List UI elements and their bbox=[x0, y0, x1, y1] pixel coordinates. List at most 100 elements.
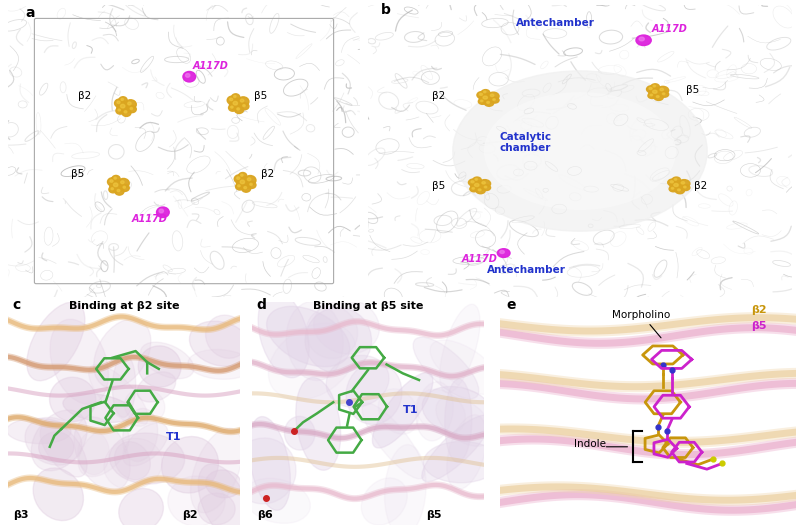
Circle shape bbox=[669, 186, 678, 192]
Text: e: e bbox=[506, 298, 515, 312]
Text: β2: β2 bbox=[694, 181, 708, 191]
Circle shape bbox=[484, 100, 494, 107]
Circle shape bbox=[238, 97, 249, 107]
Circle shape bbox=[681, 182, 685, 184]
Ellipse shape bbox=[25, 418, 82, 465]
Circle shape bbox=[470, 181, 486, 191]
Text: T1: T1 bbox=[166, 432, 182, 442]
Circle shape bbox=[482, 185, 490, 190]
Circle shape bbox=[672, 177, 681, 183]
Circle shape bbox=[639, 37, 644, 41]
Ellipse shape bbox=[114, 441, 150, 480]
Ellipse shape bbox=[416, 389, 466, 435]
Ellipse shape bbox=[206, 315, 248, 358]
Ellipse shape bbox=[31, 410, 87, 471]
Ellipse shape bbox=[74, 417, 130, 491]
Text: β3: β3 bbox=[13, 510, 28, 520]
Ellipse shape bbox=[423, 441, 499, 483]
Circle shape bbox=[240, 99, 244, 102]
Ellipse shape bbox=[162, 437, 218, 493]
Circle shape bbox=[122, 109, 131, 117]
Circle shape bbox=[109, 186, 117, 193]
Circle shape bbox=[231, 94, 240, 101]
Circle shape bbox=[668, 179, 678, 186]
Circle shape bbox=[657, 86, 669, 94]
Circle shape bbox=[114, 177, 116, 179]
Circle shape bbox=[656, 95, 659, 98]
Ellipse shape bbox=[125, 388, 165, 424]
Circle shape bbox=[114, 183, 118, 187]
Text: A117D: A117D bbox=[131, 215, 167, 225]
Circle shape bbox=[479, 93, 494, 104]
Text: a: a bbox=[26, 6, 35, 20]
Circle shape bbox=[651, 84, 659, 90]
Ellipse shape bbox=[268, 323, 356, 400]
Ellipse shape bbox=[104, 438, 162, 490]
Circle shape bbox=[649, 87, 664, 98]
Ellipse shape bbox=[27, 302, 85, 381]
Text: β5: β5 bbox=[432, 181, 445, 191]
Text: β5: β5 bbox=[71, 169, 85, 179]
Circle shape bbox=[675, 187, 685, 194]
Ellipse shape bbox=[422, 415, 491, 482]
Circle shape bbox=[479, 93, 482, 95]
Circle shape bbox=[237, 177, 240, 179]
Circle shape bbox=[240, 180, 245, 184]
Circle shape bbox=[674, 179, 677, 180]
Ellipse shape bbox=[445, 379, 472, 462]
Text: Catalytic
chamber: Catalytic chamber bbox=[499, 131, 551, 153]
Ellipse shape bbox=[138, 346, 181, 387]
Text: Binding at β2 site: Binding at β2 site bbox=[69, 301, 179, 311]
Ellipse shape bbox=[78, 425, 129, 476]
Circle shape bbox=[234, 175, 244, 183]
Circle shape bbox=[234, 95, 236, 98]
Circle shape bbox=[123, 186, 126, 188]
Circle shape bbox=[648, 93, 656, 99]
Ellipse shape bbox=[168, 476, 225, 526]
Text: T1: T1 bbox=[403, 405, 418, 416]
Circle shape bbox=[482, 182, 486, 184]
Circle shape bbox=[118, 179, 130, 188]
Text: β2: β2 bbox=[78, 91, 92, 101]
Ellipse shape bbox=[78, 431, 110, 475]
Circle shape bbox=[121, 181, 124, 184]
Text: β2: β2 bbox=[182, 510, 198, 520]
Text: c: c bbox=[13, 298, 21, 312]
Circle shape bbox=[683, 186, 686, 188]
Circle shape bbox=[128, 102, 131, 105]
Ellipse shape bbox=[362, 478, 407, 525]
Ellipse shape bbox=[372, 373, 433, 448]
Circle shape bbox=[112, 175, 120, 182]
Ellipse shape bbox=[305, 307, 371, 374]
Circle shape bbox=[682, 185, 690, 190]
Circle shape bbox=[650, 94, 653, 96]
Circle shape bbox=[236, 183, 244, 190]
Circle shape bbox=[115, 188, 124, 195]
Circle shape bbox=[678, 180, 690, 188]
Ellipse shape bbox=[258, 291, 309, 378]
Ellipse shape bbox=[436, 396, 492, 446]
Circle shape bbox=[125, 100, 136, 109]
Circle shape bbox=[482, 90, 490, 95]
Circle shape bbox=[157, 207, 170, 217]
Circle shape bbox=[241, 174, 243, 176]
Ellipse shape bbox=[285, 417, 315, 450]
Circle shape bbox=[483, 91, 486, 93]
Ellipse shape bbox=[346, 363, 402, 425]
Ellipse shape bbox=[326, 355, 389, 408]
Text: Indole: Indole bbox=[574, 439, 606, 449]
Circle shape bbox=[241, 103, 249, 110]
Circle shape bbox=[159, 209, 163, 213]
Circle shape bbox=[490, 98, 499, 103]
Ellipse shape bbox=[296, 377, 341, 470]
Text: A117D: A117D bbox=[462, 254, 497, 264]
Circle shape bbox=[242, 104, 246, 107]
Circle shape bbox=[671, 188, 674, 189]
Circle shape bbox=[250, 183, 252, 186]
Circle shape bbox=[670, 181, 674, 183]
Text: Antechamber: Antechamber bbox=[517, 17, 595, 28]
Ellipse shape bbox=[188, 349, 253, 379]
Ellipse shape bbox=[190, 428, 242, 513]
Circle shape bbox=[653, 90, 657, 93]
Circle shape bbox=[110, 180, 125, 192]
